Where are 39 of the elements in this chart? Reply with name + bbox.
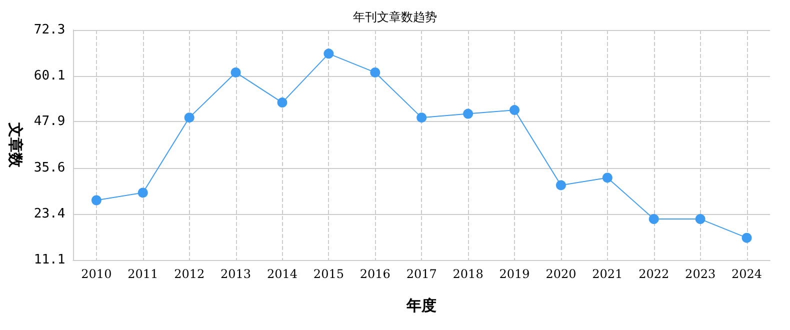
- point: [277, 98, 288, 108]
- point: [556, 180, 566, 190]
- point: [648, 214, 659, 224]
- y-tick-label: 23.4: [34, 206, 66, 222]
- point: [91, 195, 102, 206]
- y-tick-label: 60.1: [34, 68, 66, 84]
- point: [695, 214, 706, 224]
- point: [324, 48, 334, 59]
- x-tick-label: 2021: [592, 267, 623, 281]
- y-axis-title: 文章数: [6, 122, 24, 168]
- point: [230, 67, 241, 78]
- point: [510, 105, 520, 116]
- point: [370, 67, 380, 78]
- point: [742, 232, 752, 243]
- point: [463, 108, 474, 119]
- x-tick-label: 2023: [685, 267, 716, 281]
- x-tick-label: 2012: [174, 267, 205, 281]
- x-tick-label: 2011: [128, 267, 158, 281]
- chart-title: 年刊文章数趋势: [353, 10, 437, 24]
- point: [602, 172, 612, 183]
- x-tick-label: 2017: [406, 267, 437, 281]
- x-tick-label: 2013: [220, 267, 252, 281]
- y-tick-label: 11.1: [34, 252, 66, 268]
- x-tick-label: 2010: [81, 267, 112, 281]
- point: [416, 112, 427, 123]
- x-tick-label: 2024: [732, 267, 762, 281]
- x-tick-label: 2019: [499, 267, 530, 281]
- point: [138, 188, 148, 198]
- x-tick-label: 2018: [452, 267, 484, 281]
- x-tick-label: 2014: [266, 267, 298, 281]
- x-axis-title: 年度: [406, 296, 437, 314]
- point: [184, 112, 194, 123]
- y-tick-label: 35.6: [34, 160, 66, 176]
- x-tick-label: 2015: [313, 267, 344, 281]
- x-tick-label: 2016: [360, 267, 390, 281]
- y-tick-label: 72.3: [34, 22, 66, 38]
- y-tick-label: 47.9: [34, 114, 66, 130]
- x-tick-label: 2022: [638, 267, 670, 281]
- x-tick-label: 2020: [546, 267, 576, 281]
